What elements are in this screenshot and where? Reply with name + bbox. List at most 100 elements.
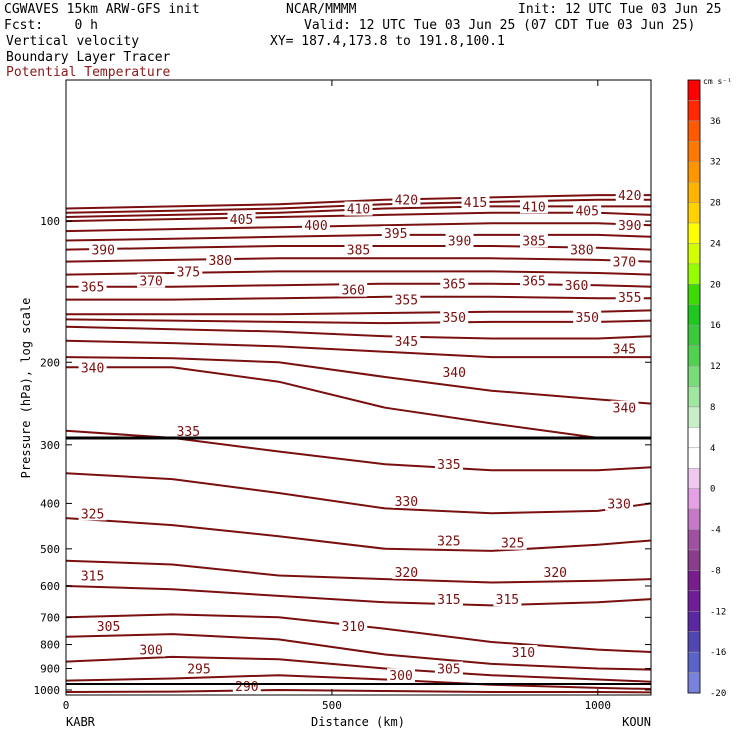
contour-label: 315 <box>496 593 519 608</box>
contour-label: 360 <box>341 284 364 299</box>
x-end-station: KOUN <box>622 715 651 729</box>
valid-time: Valid: 12 UTC Tue 03 Jun 25 (07 CDT Tue … <box>304 18 696 33</box>
colorbar-label: 12 <box>710 362 721 372</box>
contour-label: 395 <box>384 227 407 242</box>
colorbar-bin <box>687 120 701 142</box>
contour-label-bg <box>78 568 107 583</box>
contour-330 <box>65 472 652 515</box>
colorbar-label: -20 <box>710 689 726 699</box>
contour-label-bg <box>78 360 107 375</box>
contour-label-bg <box>392 333 421 348</box>
contour-label: 360 <box>565 279 588 294</box>
colorbar-unit: cm s⁻¹ <box>703 77 732 86</box>
contour-label: 380 <box>570 244 593 259</box>
colorbar: 36 32 28 24 20 16 12 8 4 0 -4 -8 -12 -16 -20 <box>687 79 726 699</box>
colorbar-bin <box>687 345 701 367</box>
y-tick-label: 700 <box>40 611 60 624</box>
contour-label-bg <box>493 592 522 607</box>
colorbar-bin <box>687 243 701 265</box>
colorbar-bin <box>687 406 701 428</box>
colorbar-label: -4 <box>710 526 721 536</box>
contour-label-bg <box>440 309 469 324</box>
contour-label: 350 <box>575 311 598 326</box>
contour-320 <box>65 559 652 584</box>
contour-label: 420 <box>395 194 418 209</box>
colorbar-label: -8 <box>710 566 721 576</box>
contour-label-bg <box>339 282 368 297</box>
colorbar-bin <box>687 672 701 694</box>
contour-label-bg <box>615 289 644 304</box>
y-tick-label: 400 <box>40 497 60 510</box>
contour-label: 385 <box>347 244 370 259</box>
contour-label-bg <box>392 493 421 508</box>
colorbar-label: 16 <box>710 321 721 331</box>
contour-390 <box>65 245 652 251</box>
contour-415 <box>65 198 651 214</box>
colorbar-bin <box>687 651 701 673</box>
colorbar-bin <box>687 549 701 571</box>
contour-370 <box>66 295 651 301</box>
colorbar-bin <box>687 100 701 122</box>
contour-label: 400 <box>304 219 327 234</box>
contour-305 <box>65 633 652 671</box>
contour-label-bg <box>573 203 602 218</box>
field-potential-temperature: Potential Temperature <box>6 65 171 80</box>
colorbar-bin <box>687 467 701 489</box>
contour-label-bg <box>89 242 118 257</box>
contour-315 <box>65 585 652 607</box>
contour-label: 330 <box>395 495 418 510</box>
contour-label: 295 <box>187 663 210 678</box>
contour-label-bg <box>137 273 166 288</box>
contour-365 <box>66 309 652 316</box>
forecast-hour: Fcst: 0 h <box>4 18 98 33</box>
contour-label: 405 <box>575 205 598 220</box>
contour-label-bg <box>610 400 639 415</box>
contour-label: 370 <box>613 256 636 271</box>
contour-300 <box>65 655 652 683</box>
contour-label-bg <box>573 309 602 324</box>
contour-label: 365 <box>522 275 545 290</box>
contour-label-bg <box>615 188 644 203</box>
contour-label-bg <box>434 661 463 676</box>
contour-label: 345 <box>613 343 636 358</box>
contour-label: 340 <box>442 366 465 381</box>
contour-label: 355 <box>395 294 418 309</box>
colorbar-bin <box>687 427 701 449</box>
contour-340 <box>66 366 651 439</box>
contour-labels: 420 415 420 410 410 405 405 400 390 395 390 385 390 3… <box>78 188 644 695</box>
colorbar-label: 20 <box>710 280 721 290</box>
init-time: Init: 12 UTC Tue 03 Jun 25 <box>518 2 722 17</box>
colorbar-bin <box>687 202 701 224</box>
contour-label-bg <box>387 668 416 683</box>
colorbar-bin <box>687 324 701 346</box>
contour-label: 315 <box>437 593 460 608</box>
contour-label: 335 <box>177 425 200 440</box>
contour-345 <box>65 356 652 405</box>
y-tick-label: 800 <box>40 639 60 652</box>
contour-label-bg <box>520 199 548 214</box>
colorbar-bin <box>687 222 701 244</box>
colorbar-bin <box>687 181 701 203</box>
contour-350 <box>65 339 651 359</box>
contour-label: 385 <box>522 235 545 250</box>
contour-label-bg <box>184 661 213 676</box>
contour-label-bg <box>232 678 261 693</box>
contour-label: 320 <box>544 566 567 581</box>
colorbar-bin <box>687 529 701 551</box>
y-tick-label: 500 <box>40 543 60 556</box>
contour-395 <box>65 233 652 242</box>
colorbar-label: 32 <box>710 158 721 168</box>
y-tick-label: 900 <box>40 663 60 676</box>
contour-label-bg <box>137 642 166 657</box>
colorbar-bin <box>687 79 701 101</box>
contour-label: 290 <box>235 680 258 695</box>
contour-label: 410 <box>522 200 545 215</box>
y-tick-label: 200 <box>40 356 60 369</box>
contour-label: 420 <box>618 189 641 204</box>
contour-label-bg <box>562 278 591 293</box>
cross-section-xy: XY= 187.4,173.8 to 191.8,100.1 <box>270 34 505 49</box>
contour-label: 390 <box>618 219 641 234</box>
contour-label: 310 <box>341 620 364 635</box>
